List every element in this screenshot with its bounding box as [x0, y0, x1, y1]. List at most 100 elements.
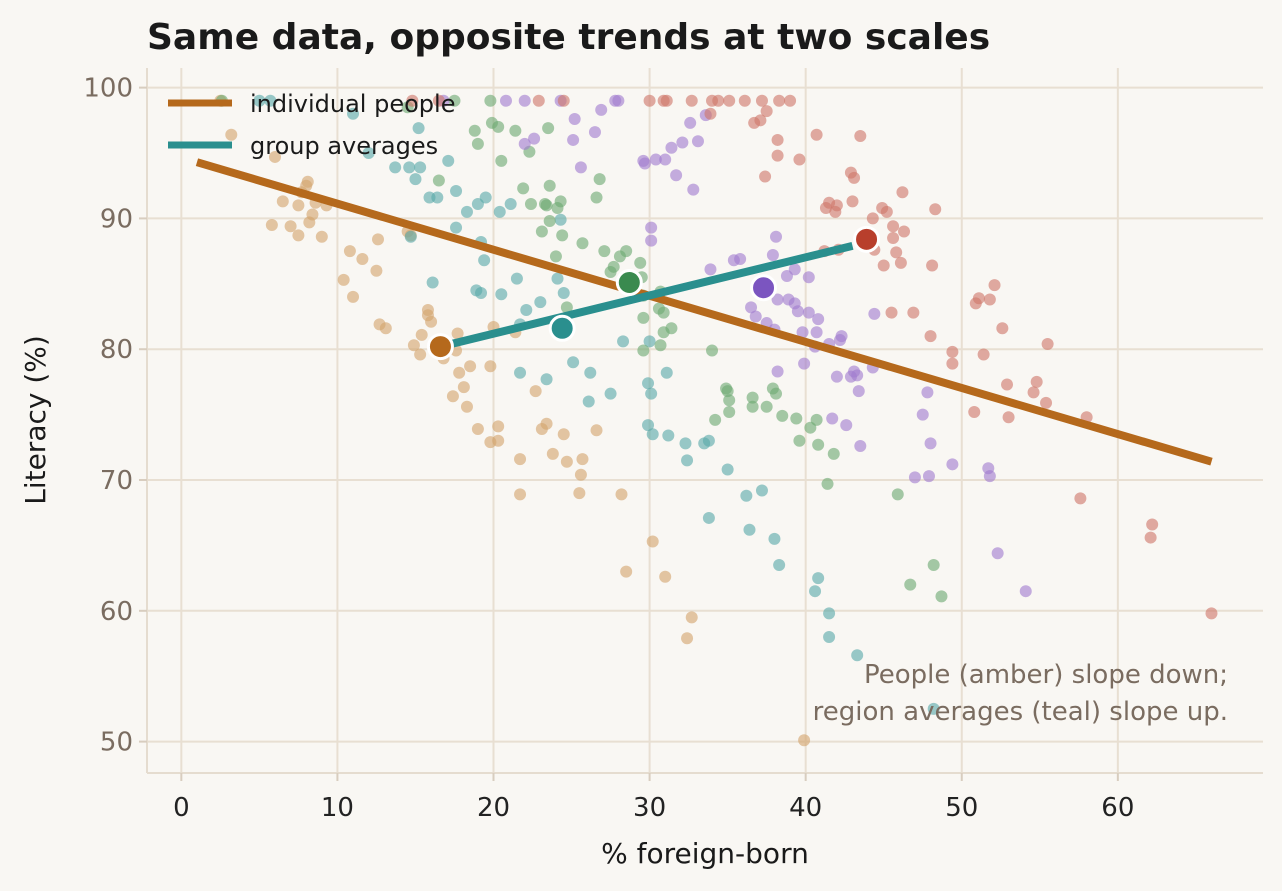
- data-point-g4-56: [996, 322, 1009, 335]
- data-point-g1-21: [404, 230, 417, 243]
- data-point-g3-24: [645, 221, 658, 234]
- data-point-g2-31: [620, 245, 633, 258]
- data-point-g0-19: [370, 264, 383, 277]
- data-point-g1-46: [662, 429, 675, 442]
- data-point-g3-70: [1019, 585, 1032, 598]
- data-point-g0-65: [685, 611, 698, 624]
- data-point-g4-62: [1030, 375, 1043, 388]
- data-point-g1-51: [702, 511, 715, 524]
- data-point-g4-26: [848, 171, 861, 184]
- data-point-g3-21: [684, 116, 697, 129]
- data-point-g3-10: [528, 132, 541, 145]
- data-point-g3-60: [854, 440, 867, 453]
- y-tick-label-2: 70: [100, 466, 133, 496]
- group-mean-point-0: [426, 333, 454, 361]
- data-point-g1-8: [409, 173, 422, 186]
- data-point-g1-56: [768, 532, 781, 545]
- data-point-g2-46: [721, 385, 734, 398]
- data-point-g1-16: [493, 205, 506, 218]
- data-point-g3-38: [745, 301, 758, 314]
- data-point-g3-22: [691, 135, 704, 148]
- data-point-g2-49: [709, 413, 722, 426]
- data-point-g0-10: [265, 218, 278, 231]
- data-point-g0-16: [337, 273, 350, 286]
- data-point-g0-42: [460, 400, 473, 413]
- data-point-g3-55: [798, 357, 811, 370]
- data-point-g1-41: [642, 377, 655, 390]
- data-point-g4-58: [1001, 378, 1014, 391]
- y-tick-label-5: 100: [83, 74, 133, 104]
- data-point-g2-15: [540, 199, 553, 212]
- data-point-g1-10: [431, 191, 444, 204]
- data-point-g2-17: [543, 215, 556, 228]
- data-point-g1-38: [604, 387, 617, 400]
- data-point-g1-34: [540, 373, 553, 386]
- data-point-g0-55: [560, 455, 573, 468]
- data-point-g1-61: [823, 630, 836, 643]
- data-point-g0-58: [590, 424, 603, 437]
- data-point-g1-1: [264, 94, 277, 107]
- data-point-g3-26: [704, 263, 717, 276]
- data-point-g3-63: [924, 437, 937, 450]
- data-point-g0-39: [484, 360, 497, 373]
- data-point-g3-67: [908, 471, 921, 484]
- y-tick-label-0: 50: [100, 728, 133, 758]
- data-point-g1-12: [450, 184, 463, 197]
- data-point-g1-50: [702, 434, 715, 447]
- data-point-g2-10: [542, 122, 555, 135]
- group-mean-point-4: [853, 225, 881, 253]
- data-point-g4-6: [660, 94, 673, 107]
- data-point-g0-20: [372, 233, 385, 246]
- data-point-g2-29: [607, 260, 620, 273]
- data-point-g4-11: [738, 94, 751, 107]
- data-point-g4-61: [1027, 386, 1040, 399]
- data-point-g0-30: [407, 339, 420, 352]
- data-point-g4-66: [1074, 492, 1087, 505]
- data-point-g3-15: [649, 153, 662, 166]
- data-point-g3-69: [991, 547, 1004, 560]
- data-point-g4-13: [773, 94, 786, 107]
- data-point-g4-34: [880, 205, 893, 218]
- data-point-g4-16: [760, 105, 773, 118]
- data-point-g4-2: [532, 94, 545, 107]
- data-point-g4-9: [712, 94, 725, 107]
- data-point-g2-60: [812, 438, 825, 451]
- data-point-g1-28: [534, 296, 547, 309]
- data-point-g2-1: [448, 94, 461, 107]
- data-point-g1-42: [645, 387, 658, 400]
- chart-title: Same data, opposite trends at two scales: [147, 17, 990, 58]
- data-point-g4-44: [926, 259, 939, 272]
- data-point-g0-45: [471, 423, 484, 436]
- x-tick-label-3: 30: [633, 793, 666, 823]
- data-point-g0-15: [315, 230, 328, 243]
- data-point-g0-2: [268, 150, 281, 163]
- data-point-g4-49: [924, 330, 937, 343]
- data-point-g1-33: [514, 366, 527, 379]
- data-point-g0-7: [301, 175, 314, 188]
- data-point-g0-17: [343, 245, 356, 258]
- x-tick-label-0: 0: [173, 793, 190, 823]
- data-point-g2-16: [551, 201, 564, 214]
- data-point-g0-64: [659, 570, 672, 583]
- data-point-g4-31: [846, 195, 859, 208]
- data-point-g1-27: [520, 303, 533, 316]
- data-point-g2-51: [746, 400, 759, 413]
- data-point-g1-47: [679, 437, 692, 450]
- group-mean-point-1: [548, 314, 576, 342]
- data-point-g0-62: [620, 565, 633, 578]
- data-point-g2-57: [793, 434, 806, 447]
- data-point-g2-23: [535, 225, 548, 238]
- data-point-g3-2: [518, 94, 531, 107]
- data-point-g2-47: [723, 394, 736, 407]
- data-point-g2-50: [746, 391, 759, 404]
- data-point-g4-3: [557, 94, 570, 107]
- data-point-g0-60: [514, 488, 527, 501]
- data-point-g0-54: [557, 428, 570, 441]
- data-point-g4-32: [866, 212, 879, 225]
- trend-lines: [195, 158, 1213, 466]
- data-point-g1-3: [362, 147, 375, 160]
- data-point-g2-24: [556, 229, 569, 242]
- data-point-g3-11: [567, 133, 580, 146]
- data-point-g2-62: [827, 447, 840, 460]
